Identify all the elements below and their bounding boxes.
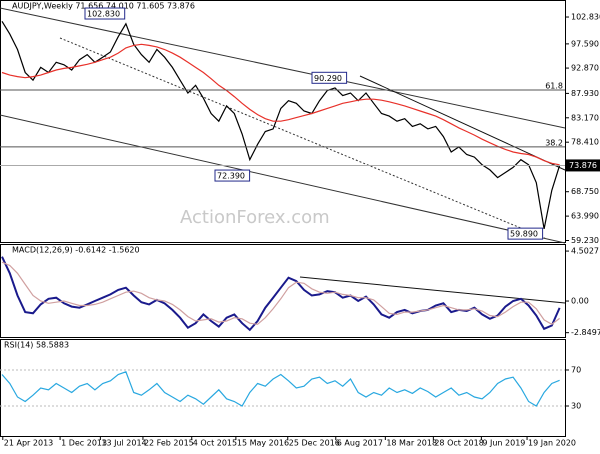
y-tick-label: 83.170 xyxy=(571,113,599,122)
last-price-box xyxy=(566,159,600,172)
annotation: 72.390 xyxy=(217,172,245,181)
fib-label: 38.2 xyxy=(545,138,563,147)
annotation-box xyxy=(507,227,544,240)
annotation: 102.830 xyxy=(87,10,120,19)
series-line xyxy=(1,261,560,326)
y-tick-label: 68.750 xyxy=(571,187,599,196)
annotation: 59.890 xyxy=(510,230,538,239)
series-line xyxy=(1,256,561,332)
last-price-label: 73.876 xyxy=(569,161,597,170)
y-tick-label: 59.230 xyxy=(571,236,599,245)
y-tick-label: 0.00 xyxy=(571,297,589,306)
x-tick-label: 22 Feb 2015 xyxy=(144,439,194,448)
y-tick-label: 4.5027 xyxy=(571,247,599,256)
x-tick-label: 6 Aug 2017 xyxy=(337,439,383,448)
x-tick-label: 9 Jun 2019 xyxy=(482,439,525,448)
y-tick-label: -2.8497 xyxy=(571,328,600,337)
x-tick-label: 15 May 2016 xyxy=(237,439,289,448)
watermark: ActionForex.com xyxy=(180,207,330,228)
annotation-box xyxy=(311,71,348,84)
annotation-box xyxy=(84,7,126,20)
price-title: AUDJPY,Weekly 71.656 74.010 71.605 73.87… xyxy=(12,2,195,11)
x-tick-label: 1 Dec 2013 xyxy=(61,439,107,448)
macd-title: MACD(12,26,9) -0.6142 -1.5620 xyxy=(12,246,140,255)
series-line xyxy=(1,371,560,407)
y-tick-label: 97.590 xyxy=(571,39,599,48)
series-line xyxy=(1,43,560,166)
y-tick-label: 78.410 xyxy=(571,138,599,147)
x-tick-label: 25 Dec 2016 xyxy=(289,439,340,448)
x-tick-label: 19 Jan 2020 xyxy=(528,439,576,448)
x-tick-label: 13 Jul 2014 xyxy=(101,439,146,448)
annotation: 90.290 xyxy=(314,74,342,83)
y-tick-label: 87.930 xyxy=(571,89,599,98)
annotations: 102.830 90.290 72.390 59.890 xyxy=(87,10,538,239)
y-tick-label: 102.830 xyxy=(571,13,600,22)
x-tick-label: 28 Oct 2018 xyxy=(434,439,483,448)
x-tick-label: 21 Apr 2013 xyxy=(4,439,53,448)
panel-borders xyxy=(0,0,566,437)
y-tick-label: 70 xyxy=(571,365,581,374)
annotation-box xyxy=(214,169,251,182)
x-tick-label: 18 Mar 2018 xyxy=(386,439,437,448)
fib-label: 61.8 xyxy=(545,81,563,90)
y-tick-label: 92.870 xyxy=(571,64,599,73)
rsi-title: RSI(14) 58.5883 xyxy=(4,341,69,350)
x-tick-label: 4 Oct 2015 xyxy=(193,439,237,448)
y-tick-label: 30 xyxy=(571,402,581,411)
y-tick-label: 63.990 xyxy=(571,212,599,221)
